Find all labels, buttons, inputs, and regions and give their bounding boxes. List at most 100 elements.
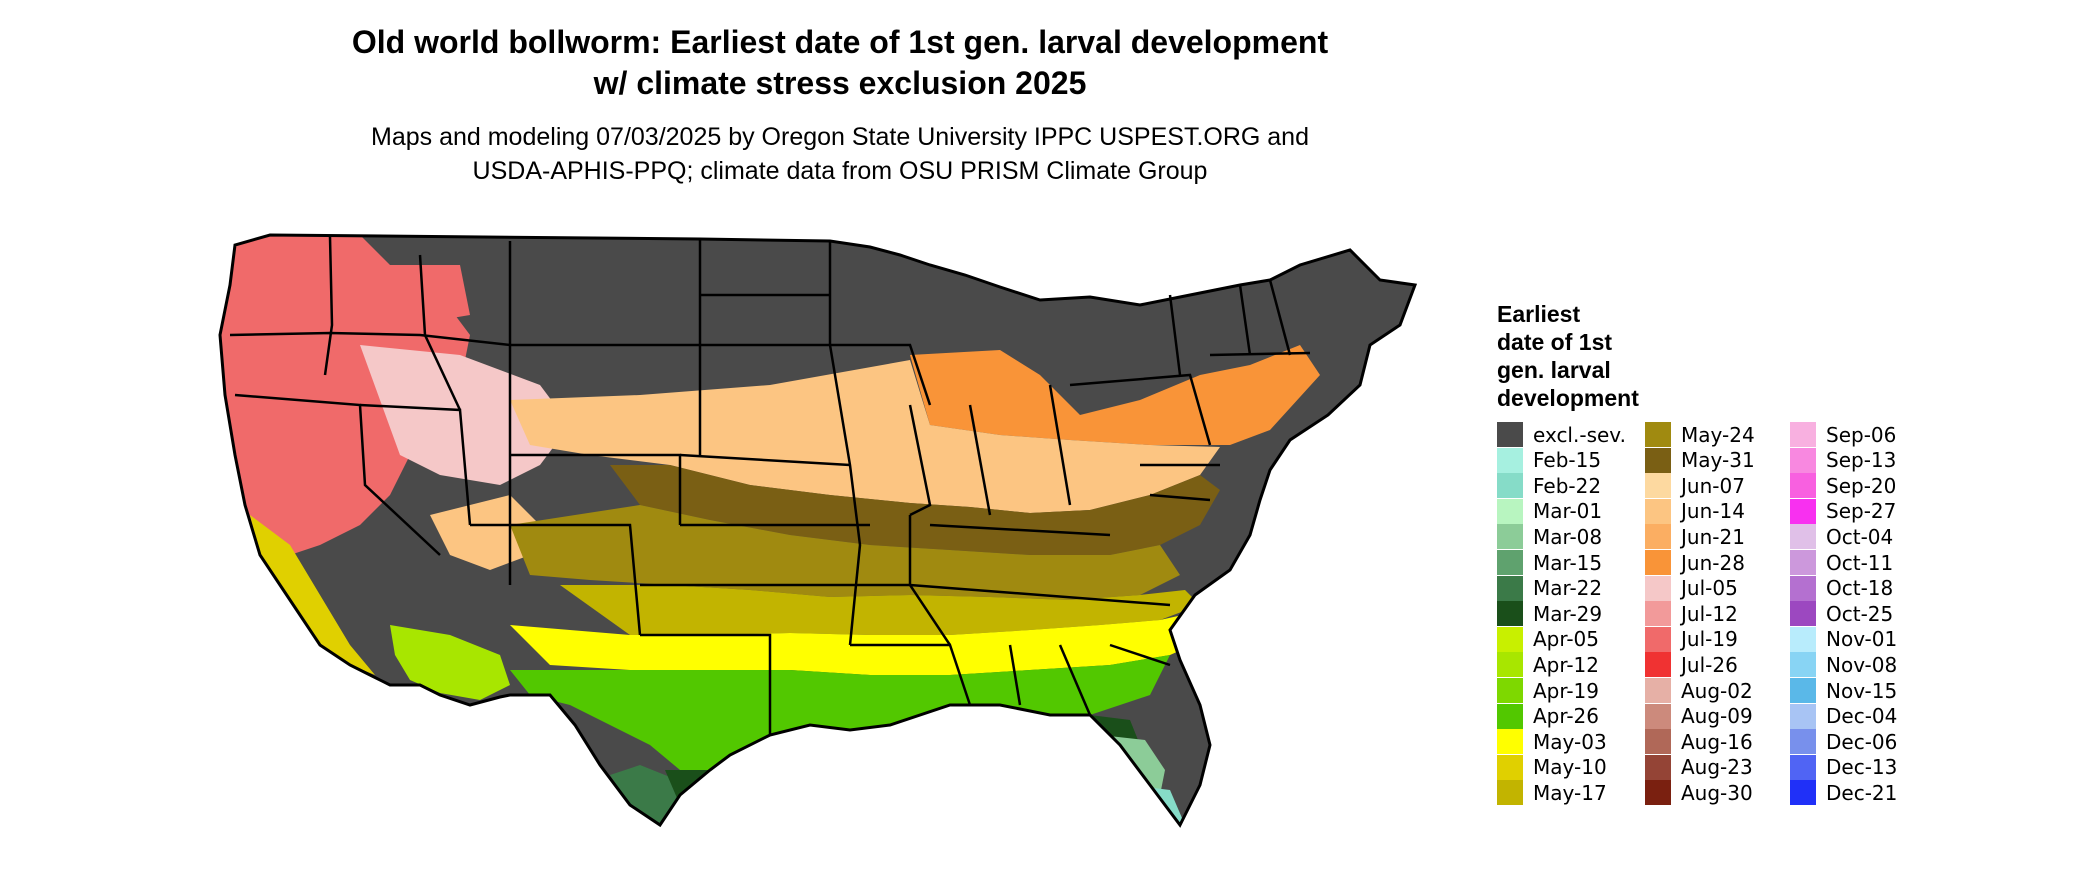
legend-label: Oct-25 <box>1826 601 1894 626</box>
legend-swatch <box>1497 703 1523 729</box>
legend-item: Nov-15 <box>1790 678 1897 703</box>
state-border <box>968 404 992 516</box>
legend-label: Dec-06 <box>1826 729 1898 754</box>
legend-label: Oct-11 <box>1826 550 1894 575</box>
legend-swatch <box>1645 575 1671 601</box>
legend-swatch <box>1497 652 1523 678</box>
legend-swatch <box>1497 473 1523 499</box>
legend-item: Jul-05 <box>1645 575 1738 601</box>
legend-label: Sep-13 <box>1826 448 1897 473</box>
state-border <box>1048 384 1072 506</box>
state-border <box>470 523 642 636</box>
legend-swatch <box>1645 729 1671 755</box>
legend-label: Aug-02 <box>1681 678 1753 703</box>
legend-item: Mar-29 <box>1497 601 1603 627</box>
state-border <box>1058 644 1092 716</box>
legend-swatch <box>1790 524 1816 550</box>
legend-swatch <box>1645 447 1671 473</box>
legend-swatch <box>1497 447 1523 473</box>
legend-swatch <box>1790 447 1816 473</box>
legend-label: May-24 <box>1681 422 1755 447</box>
legend-swatch <box>1497 422 1523 447</box>
legend-item: Nov-01 <box>1790 626 1898 652</box>
legend-item: Dec-13 <box>1790 754 1898 780</box>
legend-item: Mar-22 <box>1497 575 1602 601</box>
zone-may-24 <box>510 505 1180 600</box>
legend-label: May-17 <box>1533 780 1607 805</box>
state-border <box>229 331 511 347</box>
legend-item: Mar-15 <box>1497 550 1602 575</box>
state-border <box>323 236 334 376</box>
legend-swatch <box>1497 550 1523 575</box>
legend-item: Dec-21 <box>1790 780 1897 806</box>
legend-swatch <box>1790 678 1816 703</box>
zone-jun-28 <box>350 265 470 325</box>
legend-item: Dec-06 <box>1790 729 1898 755</box>
zone-apr-12 <box>390 625 510 700</box>
legend-swatch <box>1790 729 1816 755</box>
legend-label: Jul-05 <box>1681 576 1738 601</box>
legend-item: Oct-25 <box>1790 601 1894 627</box>
legend-item: Nov-08 <box>1790 652 1897 678</box>
legend-item: Sep-20 <box>1790 473 1896 499</box>
legend-item: Aug-30 <box>1645 780 1753 806</box>
legend-swatch <box>1645 626 1671 652</box>
state-border <box>1008 644 1022 706</box>
legend-item: Feb-15 <box>1497 447 1602 473</box>
legend-item: Aug-23 <box>1645 754 1753 780</box>
legend-swatch <box>1790 652 1816 678</box>
legend-label: Jun-14 <box>1681 499 1745 524</box>
legend-label: Nov-01 <box>1826 627 1898 652</box>
map-subtitle-line-1: Maps and modeling 07/03/2025 by Oregon S… <box>371 123 1309 151</box>
legend-label: Apr-26 <box>1533 704 1599 729</box>
legend-label: excl.-sev. <box>1533 422 1626 447</box>
legend-label: Sep-27 <box>1826 499 1897 524</box>
state-border <box>908 404 932 517</box>
state-border <box>234 393 441 556</box>
legend-item: Apr-19 <box>1497 678 1599 703</box>
zone-west-jul-05 <box>360 345 570 485</box>
legend-label: Jun-21 <box>1681 524 1745 549</box>
map-title-line-2: w/ climate stress exclusion 2025 <box>593 65 1087 101</box>
legend-item: May-03 <box>1497 729 1607 755</box>
legend-swatch <box>1645 473 1671 499</box>
legend-item: Apr-05 <box>1497 626 1599 652</box>
legend-item: Sep-13 <box>1790 447 1897 473</box>
legend-swatch <box>1497 575 1523 601</box>
legend-swatch <box>1497 601 1523 627</box>
legend-label: Aug-23 <box>1681 755 1753 780</box>
legend-item: excl.-sev. <box>1497 422 1626 447</box>
legend-label: Jul-12 <box>1681 601 1738 626</box>
legend-item: May-10 <box>1497 754 1607 780</box>
legend-label: Dec-13 <box>1826 755 1898 780</box>
state-border <box>929 523 1111 537</box>
legend-item: Sep-27 <box>1790 498 1897 524</box>
legend-item: Jun-21 <box>1645 524 1745 550</box>
legend-swatch <box>1645 703 1671 729</box>
state-border <box>828 241 862 646</box>
zone-ca-central-may-10 <box>250 515 375 675</box>
legend-swatch <box>1645 498 1671 524</box>
legend-swatch <box>1790 754 1816 780</box>
legend-label: Mar-29 <box>1533 601 1603 626</box>
legend-item: Jul-19 <box>1645 626 1738 652</box>
legend-item: Oct-04 <box>1790 524 1893 550</box>
legend-title-line: Earliest <box>1497 301 1581 327</box>
state-border <box>1069 373 1212 446</box>
legend-swatch <box>1497 780 1523 806</box>
state-border <box>909 583 1171 607</box>
zone-jun-14 <box>430 495 540 570</box>
legend-item: Sep-06 <box>1790 422 1896 447</box>
legend-label: Mar-15 <box>1533 550 1603 575</box>
map-subtitle-line-2: USDA-APHIS-PPQ; climate data from OSU PR… <box>472 157 1208 185</box>
legend-item: Jun-28 <box>1645 550 1745 575</box>
state-border <box>640 633 772 735</box>
legend-swatch <box>1790 473 1816 499</box>
legend-label: Aug-30 <box>1681 780 1753 805</box>
legend-label: Oct-18 <box>1826 576 1894 601</box>
zone-jun-28 <box>910 345 1320 445</box>
legend-label: Feb-15 <box>1533 448 1602 473</box>
legend-swatch <box>1497 754 1523 780</box>
legend-item: Aug-02 <box>1645 678 1753 703</box>
state-border <box>1238 284 1252 356</box>
